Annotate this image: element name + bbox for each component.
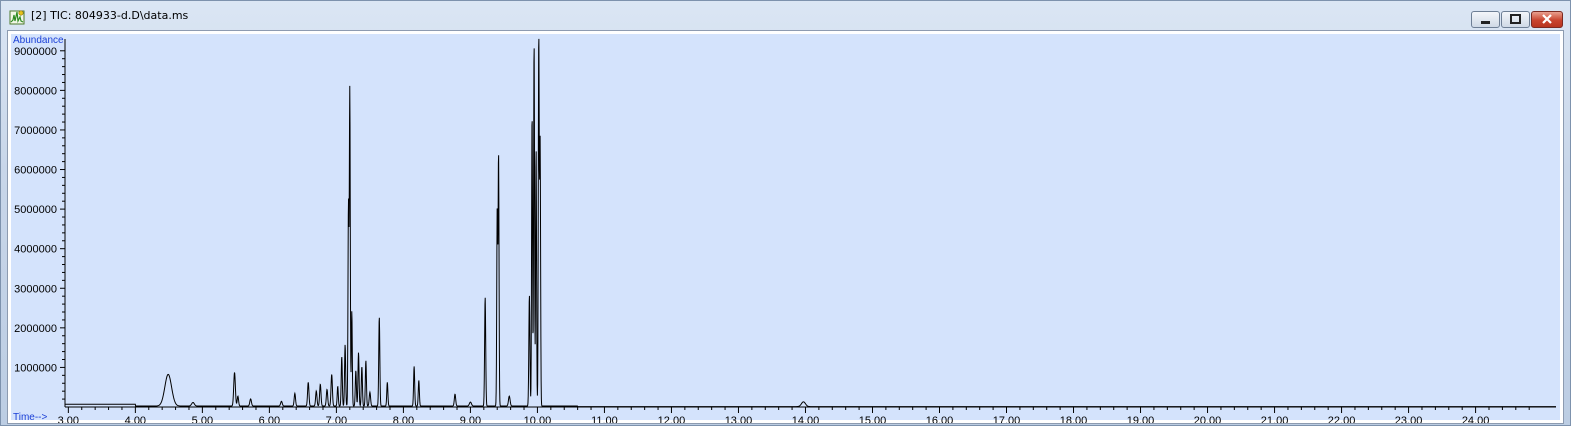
y-tick-label: 6000000 xyxy=(14,165,57,177)
close-icon xyxy=(1542,14,1552,24)
close-button[interactable] xyxy=(1531,11,1563,28)
title-bar[interactable]: [2] TIC: 804933-d.D\data.ms xyxy=(1,1,1570,31)
x-tick-label: 9.00 xyxy=(460,415,481,423)
y-tick-label: 8000000 xyxy=(14,85,57,97)
window-title: [2] TIC: 804933-d.D\data.ms xyxy=(31,9,189,22)
x-tick-label: 21.00 xyxy=(1261,415,1289,423)
y-tick-label: 9000000 xyxy=(14,46,57,58)
y-axis-ticks: 1000000 2000000 3000000 4000000 5000000 60000… xyxy=(14,46,65,400)
y-axis-label: Abundance xyxy=(13,35,64,46)
x-tick-label: 16.00 xyxy=(926,415,954,423)
x-tick-label: 17.00 xyxy=(993,415,1021,423)
x-tick-label: 24.00 xyxy=(1462,415,1490,423)
x-tick-label: 22.00 xyxy=(1328,415,1356,423)
y-tick-label: 3000000 xyxy=(14,283,57,295)
x-tick-label: 10.00 xyxy=(524,415,552,423)
x-tick-label: 23.00 xyxy=(1395,415,1423,423)
y-tick-label: 5000000 xyxy=(14,204,57,216)
y-tick-label: 2000000 xyxy=(14,323,57,335)
x-tick-label: 18.00 xyxy=(1060,415,1088,423)
x-tick-label: 11.00 xyxy=(591,415,618,423)
y-tick-label: 1000000 xyxy=(14,362,57,374)
maximize-icon xyxy=(1510,14,1521,24)
x-tick-label: 6.00 xyxy=(259,415,280,423)
x-tick-label: 7.00 xyxy=(326,415,347,423)
x-tick-label: 4.00 xyxy=(125,415,146,423)
minimize-button[interactable] xyxy=(1471,11,1500,28)
x-tick-label: 20.00 xyxy=(1194,415,1222,423)
maximize-button[interactable] xyxy=(1501,11,1530,28)
x-tick-label: 8.00 xyxy=(393,415,414,423)
x-tick-label: 3.00 xyxy=(58,415,79,423)
plot-area xyxy=(11,34,1560,420)
tic-trace xyxy=(65,38,1556,408)
y-tick-label: 7000000 xyxy=(14,125,57,137)
x-tick-label: 19.00 xyxy=(1127,415,1155,423)
x-tick-label: 13.00 xyxy=(725,415,753,423)
x-axis-label: Time--> xyxy=(13,412,48,423)
chromatogram-chart[interactable]: 3.00 4.00 5.00 6.00 7.00 8.00 9.00 10.00 11.00 12… xyxy=(8,31,1563,423)
x-tick-label: 5.00 xyxy=(192,415,213,423)
x-tick-label: 15.00 xyxy=(859,415,887,423)
y-tick-label: 4000000 xyxy=(14,244,57,256)
minimize-icon xyxy=(1481,21,1490,24)
chromatogram-plot[interactable]: 3.00 4.00 5.00 6.00 7.00 8.00 9.00 10.00 11.00 12… xyxy=(7,30,1564,424)
x-tick-label: 14.00 xyxy=(792,415,820,423)
x-axis-ticks: 3.00 4.00 5.00 6.00 7.00 8.00 9.00 10.00 11.00 12… xyxy=(58,407,1530,423)
chromatogram-app-icon xyxy=(9,10,25,25)
x-tick-label: 12.00 xyxy=(658,415,686,423)
